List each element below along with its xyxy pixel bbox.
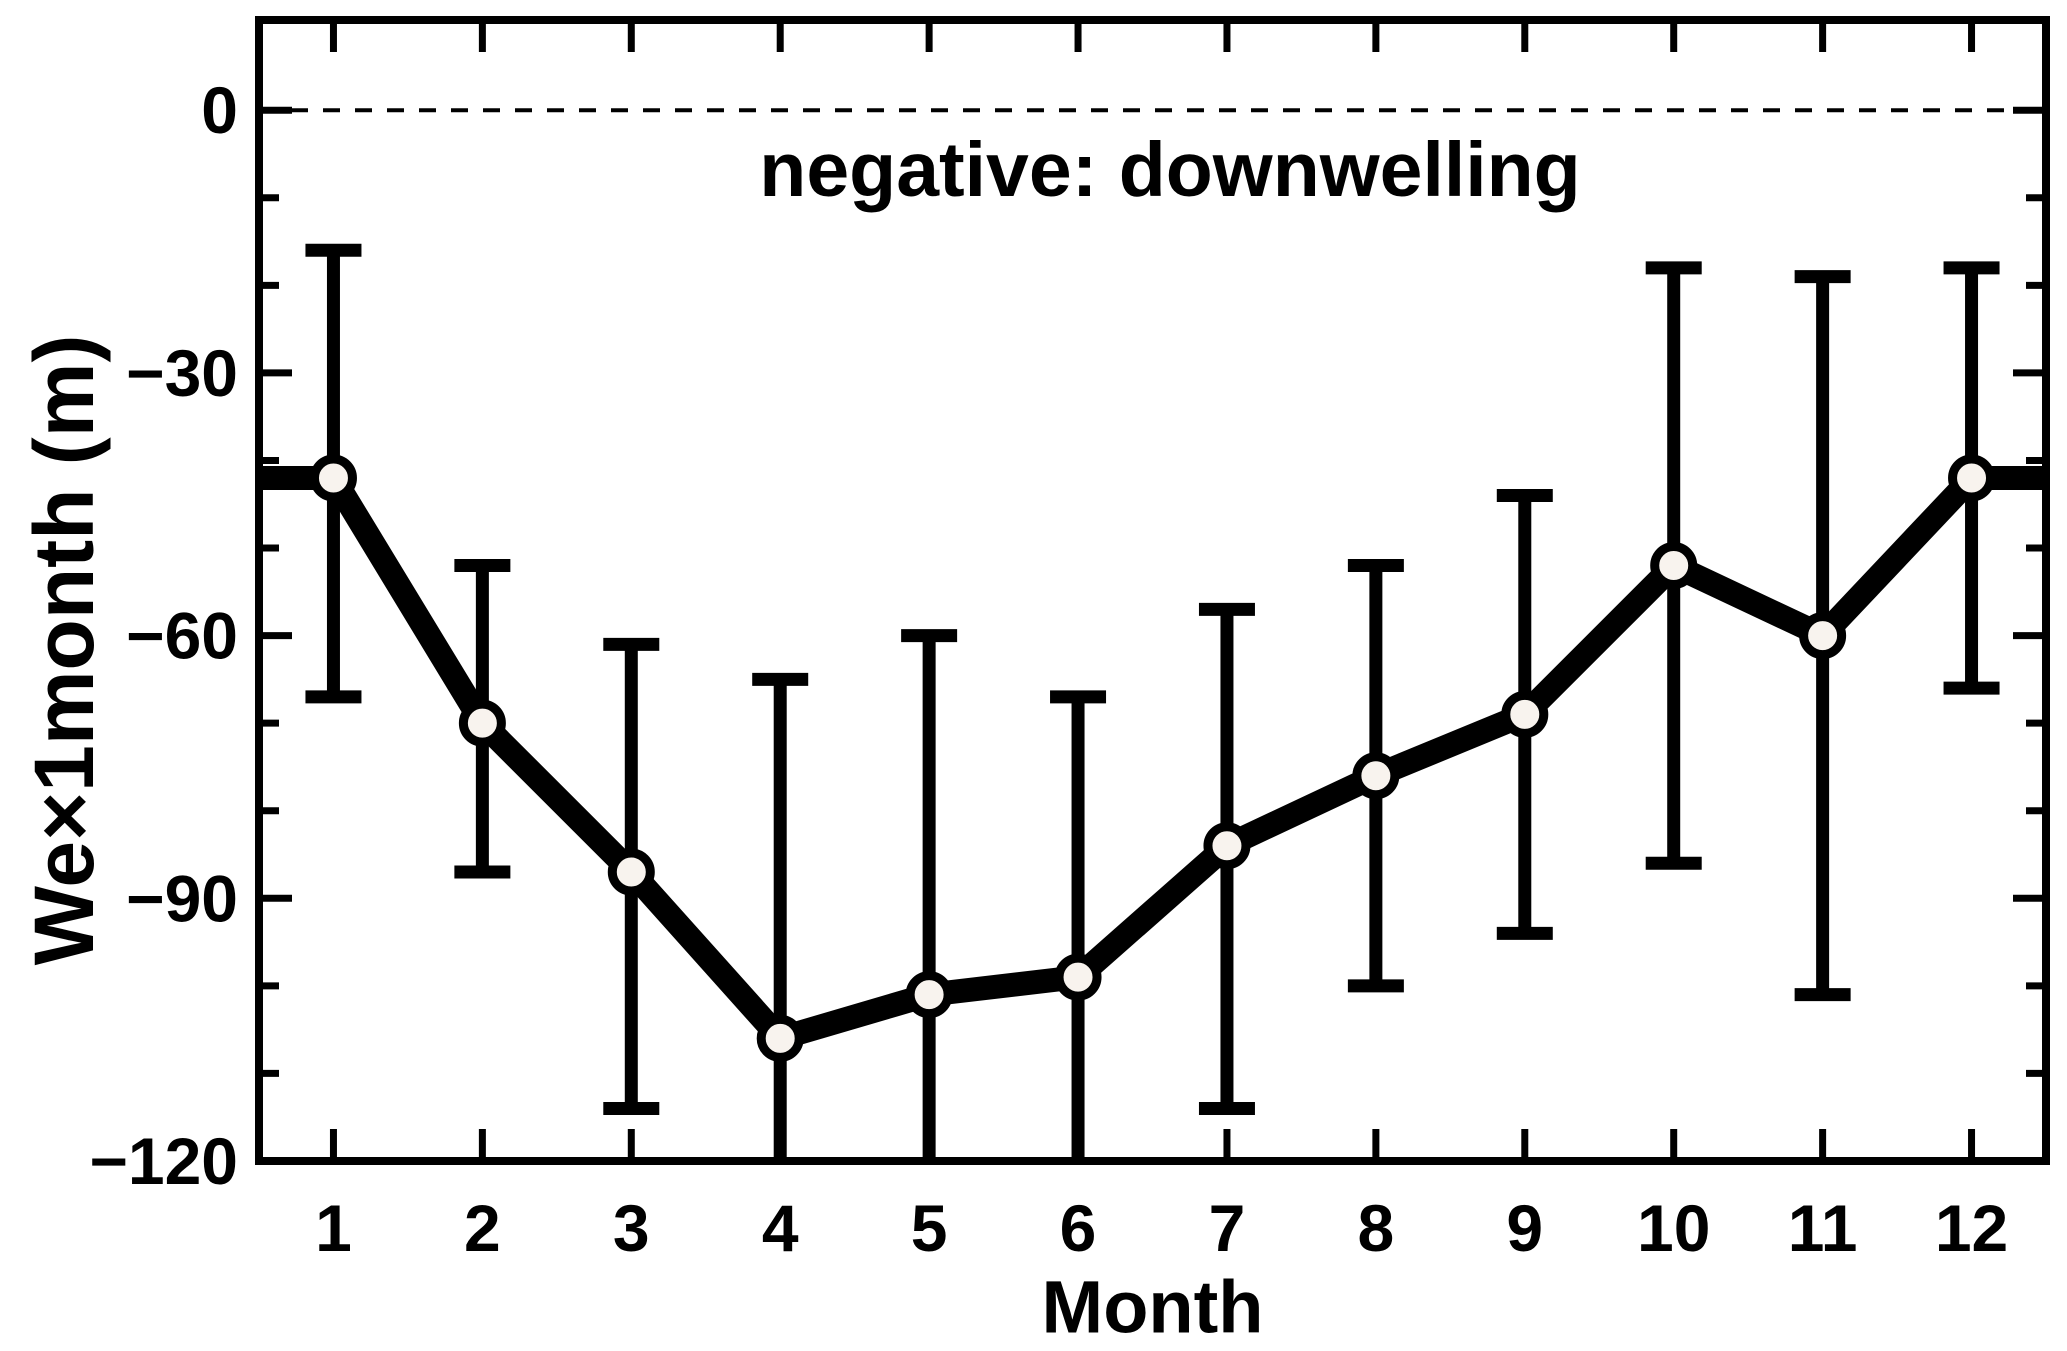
x-tick-label-12: 12: [1935, 1191, 2008, 1265]
x-tick-label-3: 3: [613, 1191, 650, 1265]
x-tick-label-7: 7: [1209, 1191, 1246, 1265]
x-tick-label-2: 2: [464, 1191, 501, 1265]
annotation-negative-downwelling: negative: downwelling: [759, 127, 1580, 213]
data-point-month-1: [309, 454, 357, 502]
data-point-month-7: [1203, 822, 1251, 870]
data-point-month-8: [1352, 752, 1400, 800]
data-point-month-2: [458, 699, 506, 747]
y-tick-label-−120: −120: [89, 1124, 238, 1198]
y-tick-label-−90: −90: [126, 861, 238, 935]
x-tick-label-6: 6: [1060, 1191, 1097, 1265]
x-tick-label-8: 8: [1358, 1191, 1395, 1265]
x-tick-label-5: 5: [911, 1191, 948, 1265]
x-tick-label-10: 10: [1637, 1191, 1710, 1265]
data-point-month-9: [1501, 690, 1549, 738]
x-tick-label-1: 1: [315, 1191, 352, 1265]
x-tick-label-4: 4: [762, 1191, 799, 1265]
data-point-month-11: [1799, 612, 1847, 660]
data-point-month-12: [1948, 454, 1996, 502]
data-point-month-3: [607, 848, 655, 896]
axes-frame: [255, 16, 2050, 1165]
data-line: [259, 465, 2046, 1051]
x-tick-label-9: 9: [1506, 1191, 1543, 1265]
x-axis-label: Month: [1042, 1266, 1264, 1349]
data-point-month-10: [1650, 542, 1698, 590]
y-tick-label-0: 0: [201, 73, 238, 147]
x-tick-label-11: 11: [1788, 1191, 1858, 1265]
y-tick-label-−60: −60: [126, 599, 238, 673]
y-tick-label-−30: −30: [126, 336, 238, 410]
data-point-month-4: [756, 1014, 804, 1062]
data-point-month-5: [905, 971, 953, 1019]
y-axis-label: We×1month (m): [17, 335, 111, 966]
data-point-month-6: [1054, 953, 1102, 1001]
